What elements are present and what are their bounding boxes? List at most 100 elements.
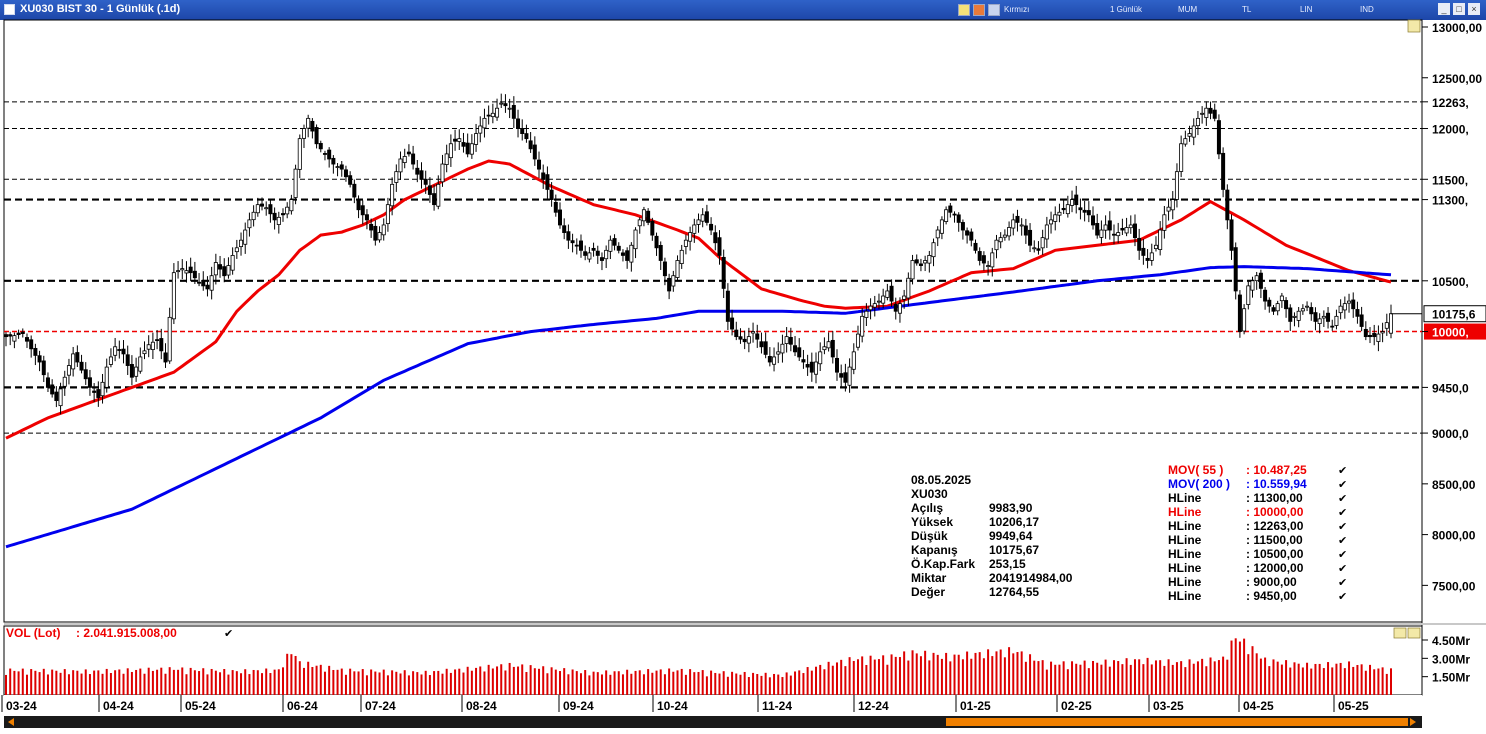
candle[interactable] [171, 263, 176, 325]
candle[interactable] [260, 197, 265, 211]
candle[interactable] [620, 249, 625, 262]
candle[interactable] [37, 350, 42, 372]
candle[interactable] [965, 227, 970, 244]
candle[interactable] [218, 255, 223, 278]
candle[interactable] [201, 271, 206, 291]
candles[interactable] [4, 93, 1394, 415]
candle[interactable] [192, 261, 197, 284]
candle[interactable] [986, 260, 991, 276]
candle[interactable] [797, 338, 802, 361]
candle[interactable] [1212, 103, 1217, 122]
candle[interactable] [1061, 199, 1066, 214]
candle[interactable] [197, 273, 202, 287]
candle[interactable] [402, 148, 407, 169]
candle[interactable] [776, 342, 781, 364]
candle[interactable] [843, 363, 848, 392]
candle[interactable] [1263, 287, 1268, 310]
candle[interactable] [234, 239, 239, 259]
candle[interactable] [1170, 191, 1175, 220]
candle[interactable] [1216, 114, 1221, 160]
candle[interactable] [994, 234, 999, 259]
candle[interactable] [1359, 306, 1364, 332]
candle[interactable] [969, 228, 974, 247]
candle[interactable] [902, 289, 907, 309]
candle[interactable] [1149, 243, 1154, 266]
candle[interactable] [113, 337, 118, 362]
candle[interactable] [1300, 304, 1305, 315]
panel-settings-icon[interactable] [1407, 19, 1421, 33]
close-icon[interactable]: × [1468, 3, 1480, 15]
scroll-left-icon[interactable] [8, 718, 14, 726]
candle[interactable] [566, 224, 571, 249]
candle[interactable] [662, 257, 667, 286]
candle[interactable] [511, 96, 516, 129]
candle[interactable] [432, 184, 437, 211]
candle[interactable] [71, 346, 76, 377]
candle[interactable] [759, 332, 764, 354]
candle[interactable] [1112, 224, 1117, 245]
candle[interactable] [1019, 218, 1024, 236]
candle[interactable] [906, 272, 911, 306]
candle[interactable] [360, 200, 365, 225]
candle[interactable] [306, 114, 311, 138]
candle[interactable] [709, 217, 714, 236]
candle[interactable] [465, 133, 470, 158]
window-icon[interactable] [4, 4, 15, 15]
candle[interactable] [230, 247, 235, 275]
candle[interactable] [289, 194, 294, 215]
candle[interactable] [721, 249, 726, 299]
candle[interactable] [1065, 195, 1070, 218]
candle[interactable] [1103, 215, 1108, 239]
candle[interactable] [335, 163, 340, 177]
candle[interactable] [415, 159, 420, 183]
candle[interactable] [700, 208, 705, 228]
candle[interactable] [658, 241, 663, 270]
candle[interactable] [599, 252, 604, 271]
candle[interactable] [784, 327, 789, 353]
candle[interactable] [835, 349, 840, 381]
candle[interactable] [92, 383, 97, 403]
candle[interactable] [646, 208, 651, 226]
candle[interactable] [675, 255, 680, 281]
candle[interactable] [1082, 200, 1087, 222]
candle[interactable] [1330, 319, 1335, 331]
candle[interactable] [801, 349, 806, 369]
candle[interactable] [625, 247, 630, 269]
candle[interactable] [1279, 292, 1284, 308]
candle[interactable] [851, 343, 856, 375]
candle[interactable] [4, 332, 9, 347]
candle[interactable] [751, 322, 756, 343]
candle[interactable] [352, 179, 357, 204]
candle[interactable] [537, 151, 542, 179]
candle[interactable] [1040, 229, 1045, 255]
candle[interactable] [1309, 302, 1314, 321]
candle[interactable] [830, 331, 835, 364]
candle[interactable] [553, 194, 558, 217]
candle[interactable] [612, 234, 617, 251]
candle[interactable] [155, 329, 160, 350]
candle[interactable] [134, 357, 139, 382]
candle[interactable] [696, 213, 701, 233]
candle[interactable] [1334, 309, 1339, 330]
candle[interactable] [280, 208, 285, 222]
candle[interactable] [1191, 118, 1196, 146]
candle[interactable] [1002, 229, 1007, 241]
candle[interactable] [927, 250, 932, 273]
candle[interactable] [348, 171, 353, 188]
candle[interactable] [369, 218, 374, 238]
candle[interactable] [872, 295, 877, 317]
candle[interactable] [1028, 223, 1033, 253]
candle[interactable] [595, 245, 600, 264]
candle[interactable] [507, 98, 512, 119]
candle[interactable] [1158, 221, 1163, 256]
candle[interactable] [188, 257, 193, 282]
candle[interactable] [981, 251, 986, 271]
candle[interactable] [268, 198, 273, 223]
candle[interactable] [1099, 220, 1104, 244]
candle[interactable] [1242, 304, 1247, 335]
candle[interactable] [272, 207, 277, 230]
candle[interactable] [159, 328, 164, 360]
candle[interactable] [1351, 292, 1356, 318]
candle[interactable] [826, 332, 831, 352]
candle[interactable] [29, 335, 34, 358]
